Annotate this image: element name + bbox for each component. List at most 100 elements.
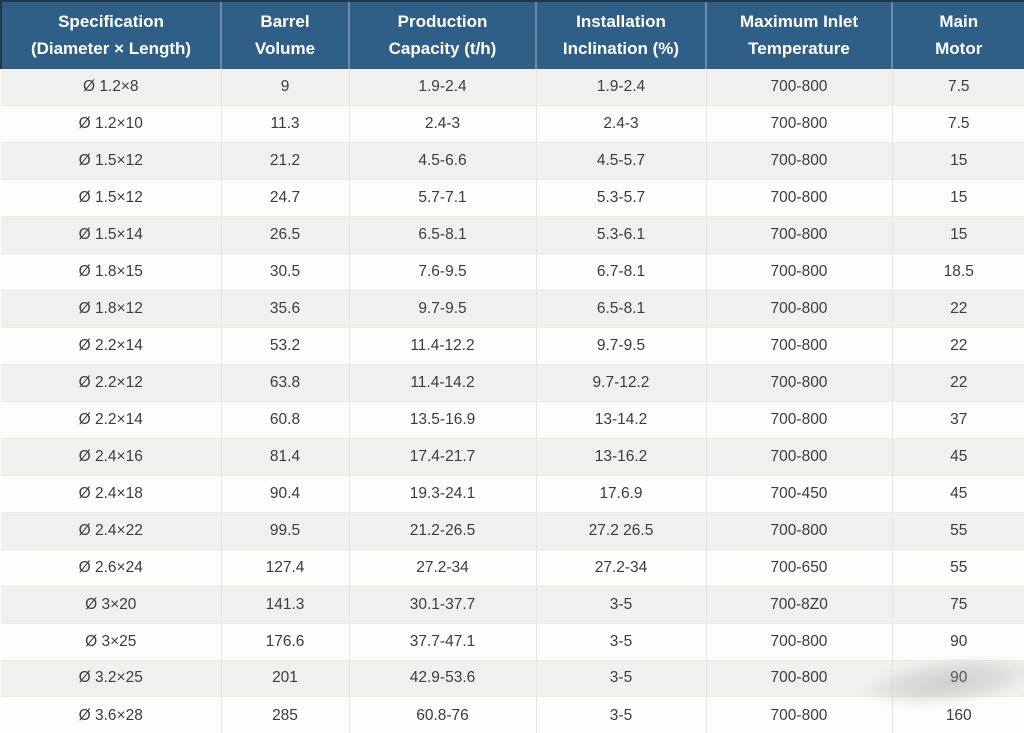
table-cell: 2.4-3 bbox=[349, 105, 537, 143]
table-cell: 53.2 bbox=[221, 327, 350, 365]
column-header-line: (Diameter × Length) bbox=[30, 38, 192, 58]
table-cell: 9.7-9.5 bbox=[349, 290, 537, 328]
column-header-line: Production bbox=[397, 12, 488, 32]
table-cell: 90.4 bbox=[221, 474, 350, 513]
column-header-line: Temperature bbox=[748, 38, 850, 58]
table-header: Specification (Diameter × Length) Barrel Vo… bbox=[0, 0, 1024, 69]
table-cell: 15 bbox=[892, 179, 1024, 217]
table-cell: 7.5 bbox=[947, 78, 970, 96]
table-row: Ø 1.8×15 30.5 7.6-9.5 6.7-8.1 700-800 18.5 bbox=[1, 253, 1024, 291]
column-header-line: Barrel bbox=[260, 12, 310, 32]
table-row: Ø 3×25 176.6 37.7-47.1 3-5 700-800 90 bbox=[1, 622, 1024, 660]
table-cell: 3-5 bbox=[536, 622, 707, 660]
table-row: Ø 3.2×25 201 42.9-53.6 3-5 700-800 90 bbox=[1, 659, 1024, 697]
column-header-line: Installation bbox=[576, 12, 666, 32]
table-cell: Ø 1.5×12 bbox=[1, 179, 222, 217]
table-cell: 60.8-76 bbox=[349, 696, 537, 733]
table-cell: 55 bbox=[892, 548, 1024, 587]
table-cell: Ø 2.4×18 bbox=[1, 474, 222, 513]
table-cell: 9.7-9.5 bbox=[536, 327, 707, 365]
table-cell: Ø 3×25 bbox=[1, 622, 222, 660]
table-cell: 700-800 bbox=[706, 437, 893, 476]
column-header: Installation Inclination (%) bbox=[535, 0, 706, 69]
table-cell: 60.8 bbox=[221, 400, 350, 439]
table-row: Ø 3.6×28 285 60.8-76 3-5 700-800 160 bbox=[1, 696, 1024, 733]
table-cell: 99.5 bbox=[221, 511, 350, 550]
table-cell: 18.5 bbox=[892, 253, 1024, 291]
table-cell: 700-800 bbox=[706, 179, 893, 217]
table-cell: 22 bbox=[892, 364, 1024, 402]
table-cell: 5.3-5.7 bbox=[536, 179, 707, 217]
table-cell: 4.5-6.6 bbox=[349, 142, 537, 180]
table-cell: 9 bbox=[221, 69, 350, 106]
table-cell: Ø 2.2×14 bbox=[1, 327, 222, 365]
table-cell: 700-800 bbox=[706, 69, 893, 106]
table-cell: 17.6.9 bbox=[536, 474, 707, 513]
table-cell: 700-450 bbox=[706, 474, 893, 513]
table-cell: 81.4 bbox=[221, 437, 350, 476]
table-cell: 35.6 bbox=[221, 290, 350, 328]
column-header: Main Motor bbox=[891, 0, 1024, 69]
table-cell: 13-16.2 bbox=[536, 437, 707, 476]
table-cell: 30.5 bbox=[221, 253, 350, 291]
table-header-row: Specification (Diameter × Length) Barrel Vo… bbox=[0, 0, 1024, 69]
table-cell: 176.6 bbox=[221, 622, 350, 660]
table-row: Ø 1.5×12 21.2 4.5-6.6 4.5-5.7 700-800 15 bbox=[1, 142, 1024, 180]
table-cell: 42.9-53.6 bbox=[349, 659, 537, 697]
table-row: Ø 2.4×16 81.4 17.4-21.7 13-16.2 700-800 45 bbox=[1, 437, 1024, 476]
table-cell: 15 bbox=[892, 142, 1024, 180]
table-cell: 13.5-16.9 bbox=[349, 400, 537, 439]
table-cell: Ø 1.5×12 bbox=[1, 142, 222, 180]
table-cell: 22 bbox=[892, 327, 1024, 365]
table-cell: 4.5-5.7 bbox=[536, 142, 707, 180]
table-cell: 285 bbox=[221, 696, 350, 733]
table-cell: 45 bbox=[892, 474, 1024, 513]
table-cell: Ø 1.2×10 bbox=[1, 105, 222, 143]
table-cell: Ø 1.2×8 bbox=[1, 69, 222, 106]
table-cell: 6.5-8.1 bbox=[349, 216, 537, 254]
table-cell: 6.5-8.1 bbox=[536, 290, 707, 328]
table-row: Ø 2.2×14 53.2 11.4-12.2 9.7-9.5 700-800 22 bbox=[1, 327, 1024, 365]
table-row: Ø 1.2×8 9 1.9-2.4 1.9-2.4 700-800 7.5 bbox=[1, 69, 1024, 106]
table-cell: 21.2-26.5 bbox=[349, 511, 537, 550]
column-header: Production Capacity (t/h) bbox=[348, 0, 536, 69]
table-cell: Ø 2.2×12 bbox=[1, 364, 222, 402]
table-cell: 63.8 bbox=[221, 364, 350, 402]
table-cell: 5.7-7.1 bbox=[349, 179, 537, 217]
table-cell: 160 bbox=[892, 696, 1024, 733]
table-body: Ø 1.2×8 9 1.9-2.4 1.9-2.4 700-800 7.5 Ø 1.2×10… bbox=[1, 69, 1024, 733]
table-cell: 21.2 bbox=[221, 142, 350, 180]
table-cell: 11.4-12.2 bbox=[349, 327, 537, 365]
table-cell: 700-800 bbox=[706, 696, 893, 733]
table-cell: 90 bbox=[892, 622, 1024, 660]
column-header-line: Inclination (%) bbox=[562, 38, 680, 58]
table-cell: 3-5 bbox=[536, 659, 707, 697]
column-header-line: Main bbox=[939, 12, 979, 32]
table-cell: 26.5 bbox=[221, 216, 350, 254]
table-cell: 11.3 bbox=[221, 105, 350, 143]
table-cell: 700-650 bbox=[706, 548, 893, 587]
table-row: Ø 3×20 141.3 30.1-37.7 3-5 700-8Z0 75 bbox=[1, 585, 1024, 624]
table-cell: 141.3 bbox=[221, 585, 350, 624]
table-cell: 700-800 bbox=[706, 105, 893, 143]
table-cell: 7.6-9.5 bbox=[349, 253, 537, 291]
table-cell: 6.7-8.1 bbox=[536, 253, 707, 291]
table-cell: 19.3-24.1 bbox=[349, 474, 537, 513]
table-row: Ø 1.5×12 24.7 5.7-7.1 5.3-5.7 700-800 15 bbox=[1, 179, 1024, 217]
table-cell: 700-8Z0 bbox=[706, 585, 893, 624]
table-cell: 37 bbox=[892, 400, 1024, 439]
table-cell: 3-5 bbox=[536, 696, 707, 733]
table-cell: Ø 2.4×16 bbox=[1, 437, 222, 476]
table-cell: 7.5 bbox=[892, 105, 1024, 143]
table-cell: 90 bbox=[892, 659, 1024, 697]
table-cell: 700-800 bbox=[706, 511, 893, 550]
column-header: Barrel Volume bbox=[220, 0, 349, 69]
table-row: Ø 2.6×24 127.4 27.2-34 27.2-34 700-650 55 bbox=[1, 548, 1024, 587]
table-cell: 700-800 bbox=[706, 216, 893, 254]
table-row: Ø 1.8×12 35.6 9.7-9.5 6.5-8.1 700-800 22 bbox=[1, 290, 1024, 328]
table-cell: 9.7-12.2 bbox=[536, 364, 707, 402]
column-header-line: Capacity (t/h) bbox=[388, 38, 497, 58]
table-cell: 127.4 bbox=[221, 548, 350, 587]
table-cell: 700-800 bbox=[706, 253, 893, 291]
